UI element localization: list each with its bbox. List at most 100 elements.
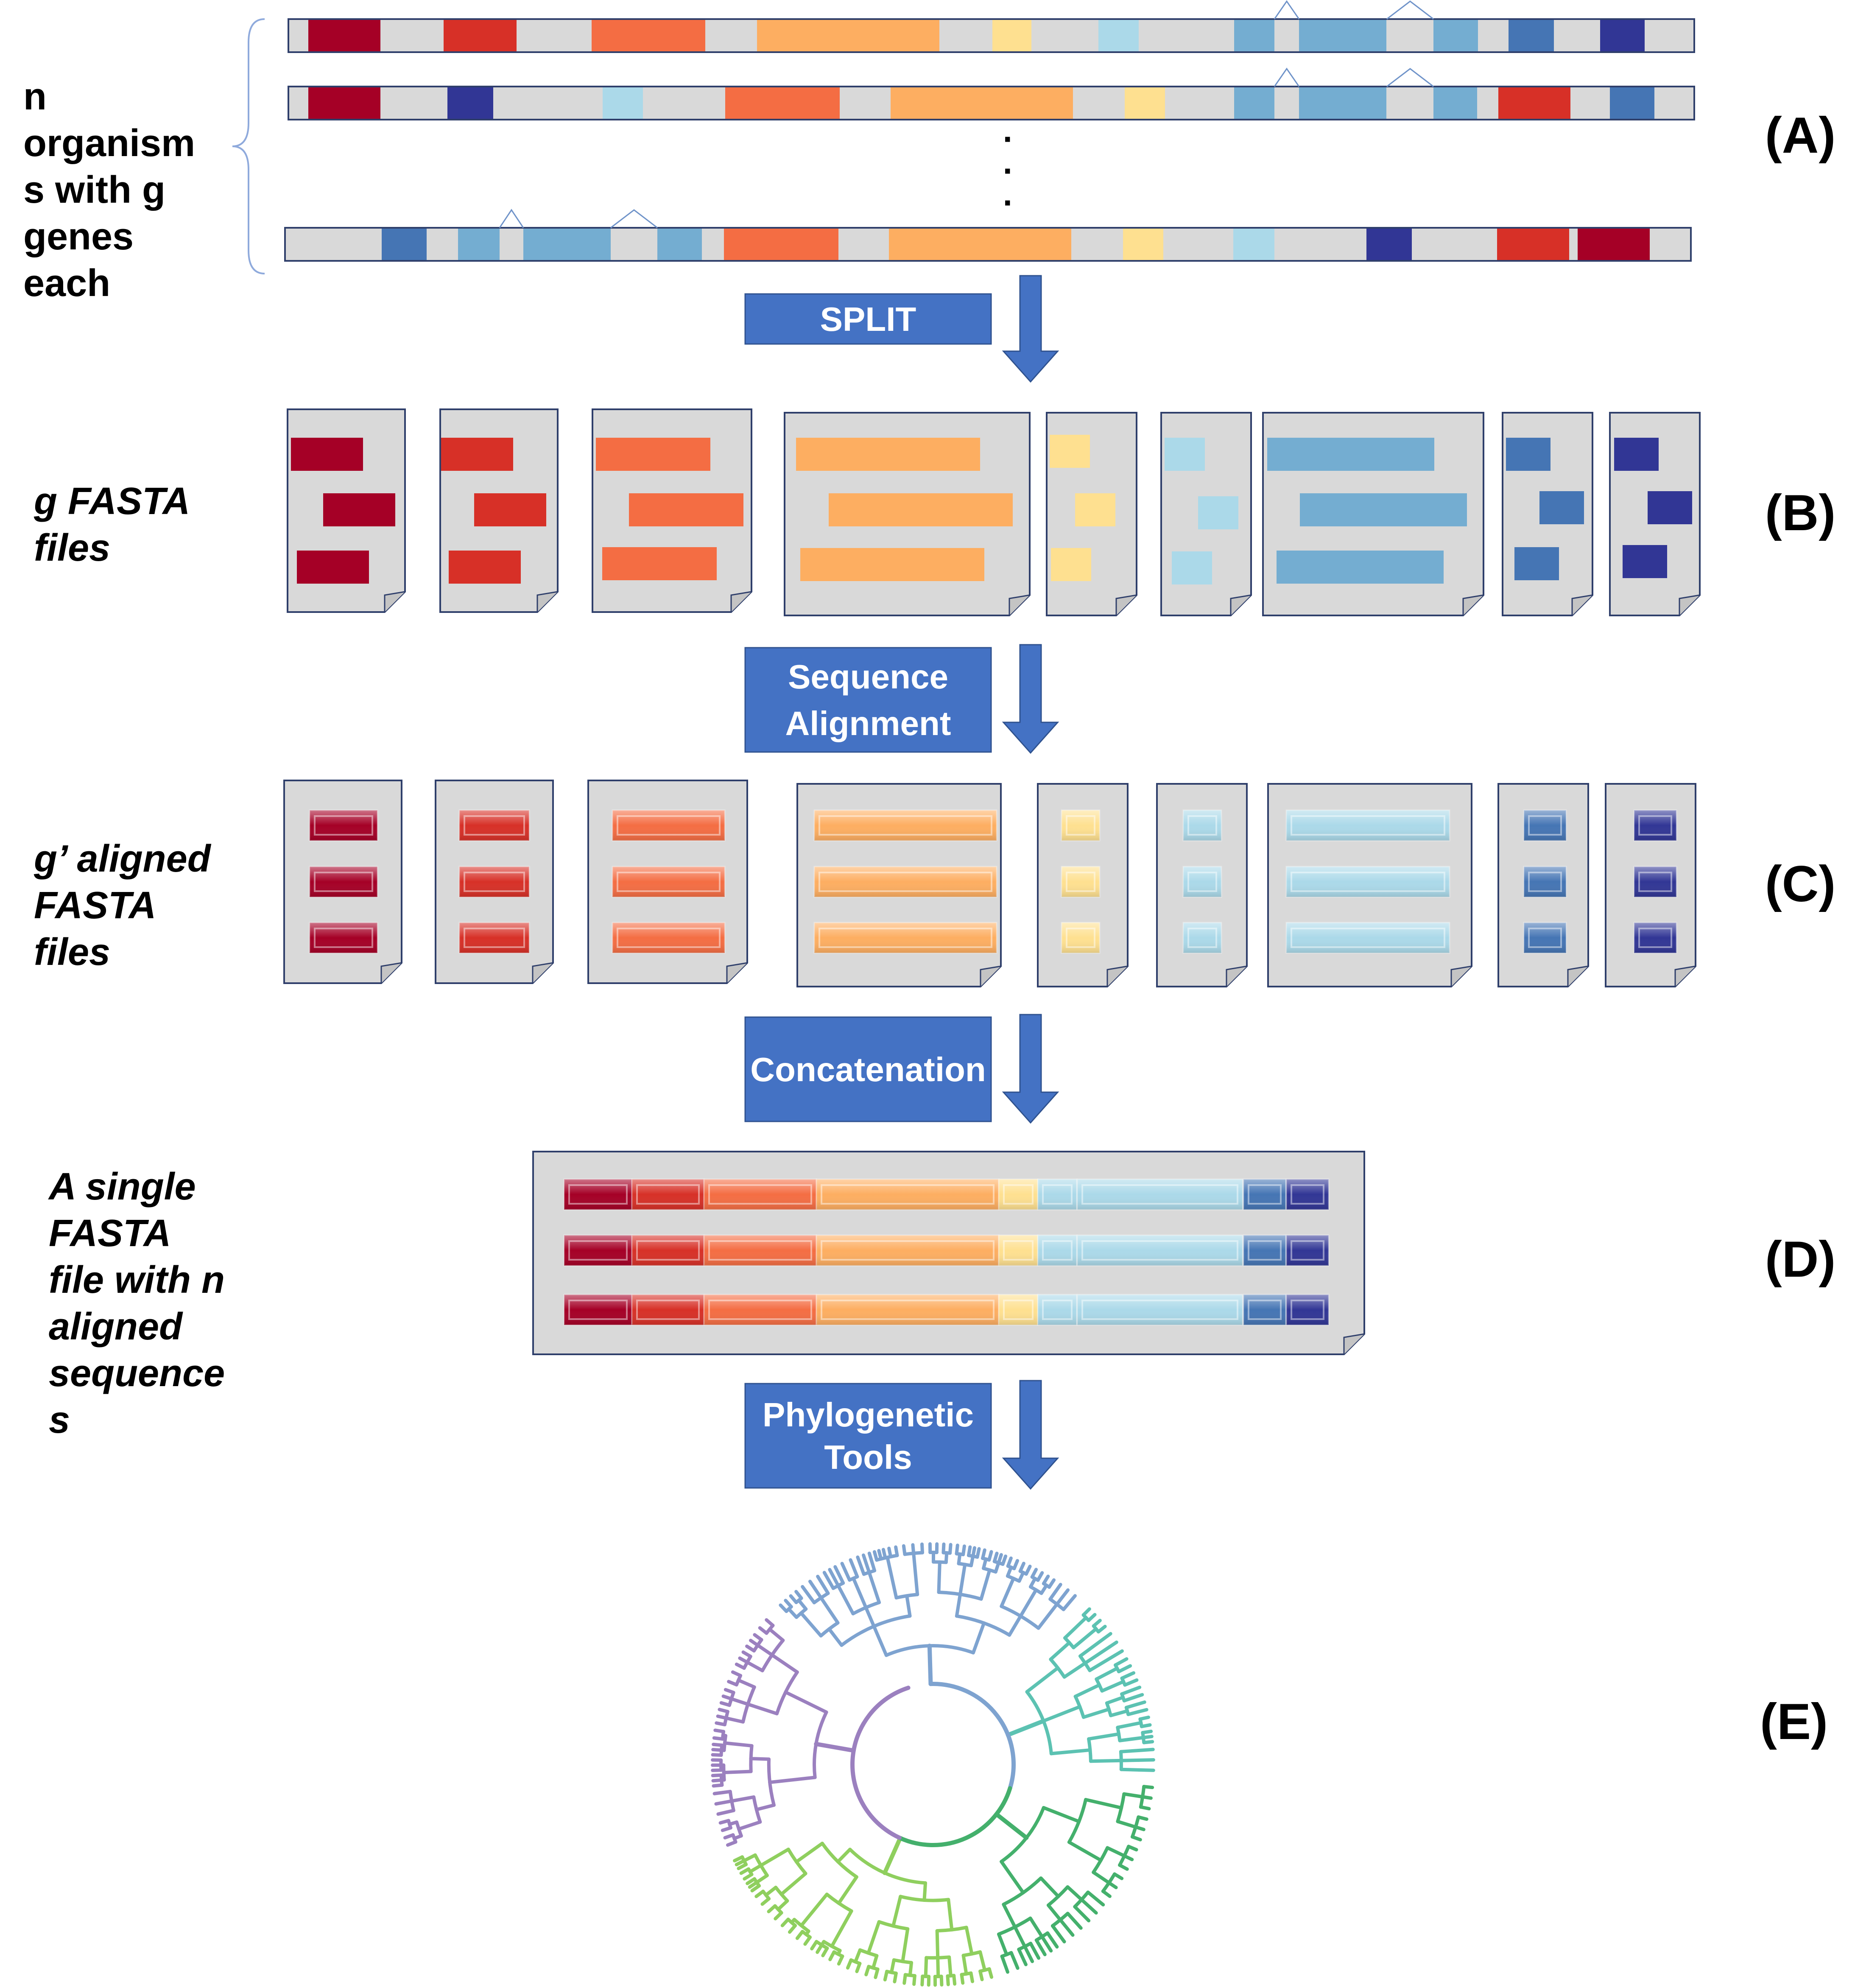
- tree-branch: [1062, 1661, 1087, 1679]
- description-c-text: g’ aligned FASTA files: [34, 838, 212, 973]
- tree-branch: [1066, 1912, 1077, 1924]
- description-a-text-line: each: [23, 262, 110, 305]
- tree-branch: [1107, 1881, 1118, 1890]
- tree-branch: [1073, 1905, 1085, 1917]
- tree-branch: [1116, 1721, 1143, 1729]
- aligned-block-inner: [636, 1240, 700, 1261]
- aligned-block-inner: [708, 1240, 812, 1261]
- tree-branch: [724, 1716, 745, 1724]
- tree-branch: [733, 1855, 744, 1862]
- sequence-block: [800, 548, 984, 581]
- step-split: SPLIT: [744, 275, 1059, 383]
- sequence-block: [1623, 545, 1667, 578]
- fasta-file: [1609, 412, 1701, 616]
- tree-branch: [1000, 1577, 1015, 1608]
- aligned-block-sheen: [816, 1235, 999, 1266]
- tree-branch: [1140, 1723, 1152, 1728]
- tree-branch: [1122, 1695, 1136, 1703]
- file-fold: [384, 591, 405, 612]
- aligned-block-inner: [1291, 815, 1445, 836]
- tree-branch: [1030, 1568, 1038, 1579]
- tree-branch: [1095, 1666, 1119, 1681]
- tree-branch: [924, 1956, 928, 1978]
- sequence-block: [1172, 551, 1212, 584]
- tree-branch: [754, 1803, 776, 1812]
- tree-branch: [1025, 1666, 1060, 1694]
- aligned-block: [816, 1234, 1000, 1267]
- sequence-block: [1506, 438, 1551, 471]
- aligned-block-inner: [314, 815, 373, 836]
- sequence-block: [1198, 496, 1238, 529]
- aligned-block: [458, 866, 530, 898]
- tree-branch: [958, 1563, 967, 1596]
- tree-branch: [969, 1971, 975, 1983]
- aligned-block-sheen: [564, 1179, 632, 1210]
- gene-block: [1578, 229, 1650, 260]
- aligned-block: [1182, 809, 1222, 842]
- description-d-text: A single FASTA file with n aligned sequence s: [48, 1166, 225, 1441]
- step-label-line: Concatenation: [750, 1051, 986, 1088]
- tree-branch: [881, 1548, 887, 1560]
- tree-branch: [1105, 1695, 1125, 1705]
- gene-block: [444, 20, 517, 51]
- sequence-block: [1539, 491, 1584, 524]
- tree-branch: [1048, 1578, 1056, 1589]
- tree-branch: [1087, 1732, 1121, 1741]
- tree-branch: [1095, 1898, 1105, 1907]
- file-fold: [1343, 1333, 1365, 1354]
- aligned-block: [1243, 1234, 1287, 1267]
- brace: [232, 18, 265, 274]
- aligned-block: [1285, 1234, 1330, 1267]
- tree-branch: [1042, 1806, 1081, 1823]
- sequence-block: [474, 493, 546, 526]
- tree-branch: [797, 1598, 808, 1611]
- tree-branch: [745, 1660, 764, 1672]
- aligned-block-inner: [1042, 1240, 1073, 1261]
- sequence-block: [1051, 548, 1091, 581]
- aligned-block-sheen: [459, 867, 529, 897]
- aligned-block: [458, 809, 530, 842]
- sequence-block: [1267, 438, 1434, 471]
- aligned-block-sheen: [704, 1235, 816, 1266]
- ellipsis-dot: ·: [1003, 152, 1014, 190]
- aligned-block-sheen: [310, 923, 377, 953]
- aligned-block: [563, 1294, 633, 1326]
- tree-branch: [883, 1836, 902, 1875]
- aligned-block-inner: [819, 815, 992, 836]
- step-label-line: Tools: [824, 1438, 912, 1476]
- gene-block: [757, 20, 939, 51]
- tree-branch: [727, 1680, 738, 1687]
- aligned-block-inner: [568, 1184, 628, 1205]
- aligned-block-sheen: [612, 810, 725, 841]
- description-b-text-line: g FASTA: [34, 480, 190, 523]
- tree-branch: [1108, 1640, 1118, 1649]
- tree-branch: [801, 1585, 810, 1595]
- tree-branch: [987, 1967, 994, 1979]
- aligned-block-inner: [1003, 1300, 1034, 1320]
- tree-branch: [738, 1656, 749, 1664]
- tree-branch: [828, 1950, 836, 1961]
- tree-branch: [856, 1555, 863, 1567]
- tree-branch: [1042, 1705, 1082, 1723]
- tree-branch: [787, 1607, 798, 1619]
- aligned-block: [998, 1234, 1039, 1267]
- aligned-fasta-file: [1156, 783, 1248, 987]
- gene-block: [1299, 87, 1386, 119]
- tree-branch: [874, 1967, 880, 1979]
- aligned-block-sheen: [564, 1235, 632, 1266]
- tree-branch: [1086, 1890, 1098, 1901]
- aligned-block-sheen: [1286, 867, 1450, 897]
- fasta-file: [1160, 412, 1252, 616]
- aligned-block: [612, 922, 726, 954]
- aligned-block: [1037, 1294, 1078, 1326]
- tree-branch: [927, 1644, 933, 1686]
- tree-branch: [1126, 1710, 1140, 1716]
- aligned-block-inner: [1291, 1300, 1324, 1320]
- tree-branch: [1127, 1845, 1138, 1851]
- concatenated-fasta-file: [532, 1151, 1365, 1355]
- tree-branch: [947, 1955, 953, 1978]
- aligned-block-sheen: [1183, 867, 1221, 897]
- aligned-block: [813, 866, 997, 898]
- aligned-block: [1633, 809, 1677, 842]
- aligned-block-sheen: [814, 867, 997, 897]
